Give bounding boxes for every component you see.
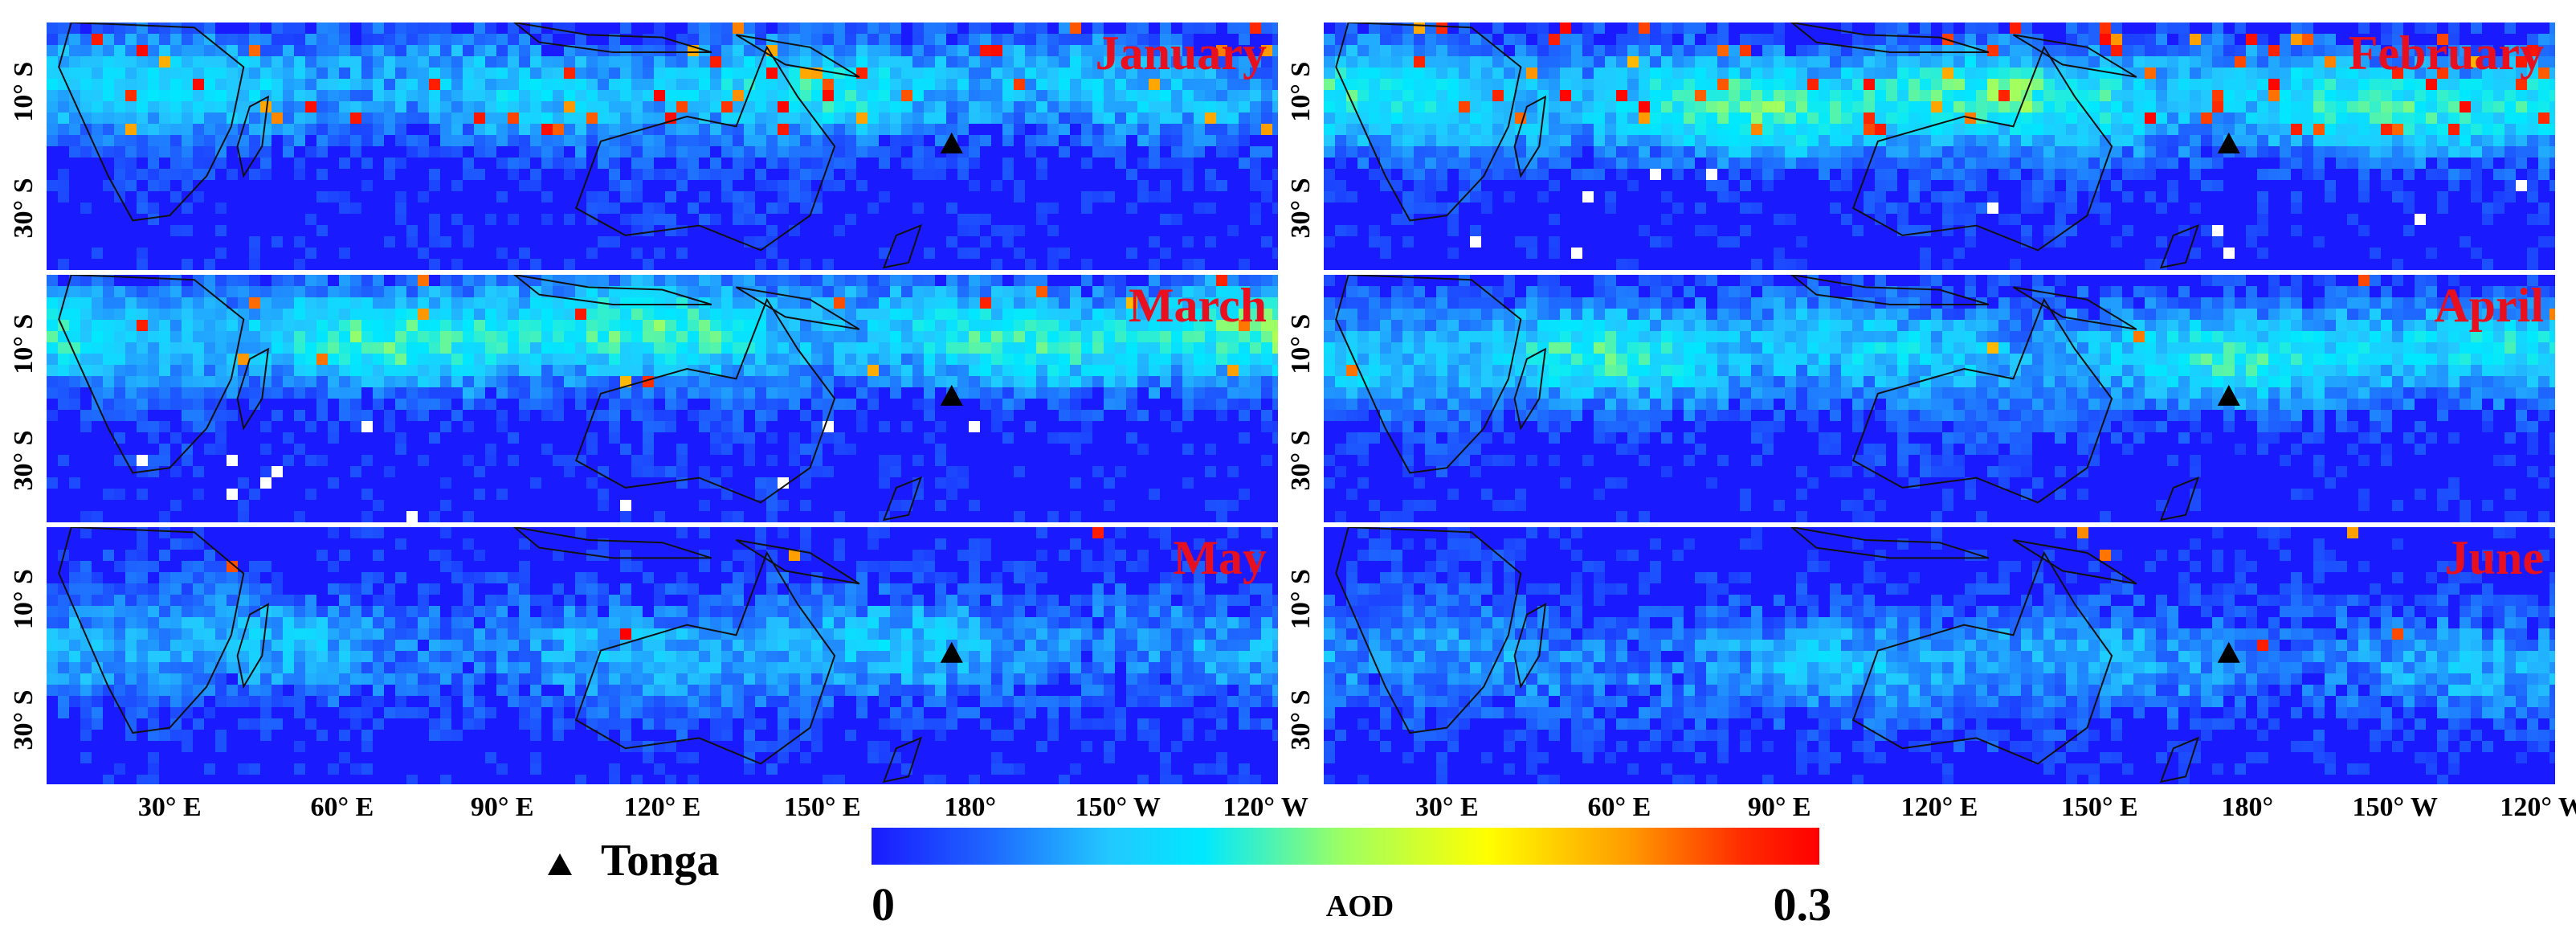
- y-tick-label: 30° S: [9, 178, 39, 238]
- y-tick-label: 10° S: [9, 62, 39, 122]
- x-axis-left: 30° E 60° E 90° E 120° E 150° E 180° 150° W 120…: [138, 792, 1308, 822]
- aod-field: [47, 23, 1278, 270]
- aod-field: [47, 275, 1278, 522]
- coastline-outlines: [58, 275, 923, 522]
- aod-field: [47, 527, 1278, 784]
- aod-field: [1324, 275, 2555, 522]
- tonga-marker-icon: [940, 384, 963, 406]
- month-label: January: [1096, 27, 1267, 80]
- y-tick-label: 30° S: [9, 430, 39, 490]
- tonga-legend: Tonga: [548, 836, 719, 886]
- y-tick-label: 10° S: [9, 569, 39, 629]
- map-panel-may: May 10° S 30° S: [9, 527, 1278, 784]
- x-tick-label: 30° E: [1415, 792, 1479, 822]
- tonga-legend-label: Tonga: [601, 836, 719, 886]
- tonga-marker-icon: [940, 132, 963, 153]
- map-panel-june: June 10° S 30° S: [1286, 527, 2555, 784]
- map-panel-february: February 10° S 30° S: [1286, 23, 2555, 270]
- tonga-triangle-icon: [548, 853, 572, 875]
- map-panel-april: April 10° S 30° S: [1286, 275, 2555, 522]
- month-label: June: [2445, 531, 2544, 584]
- coastline-outlines: [58, 23, 923, 269]
- y-tick-label: 10° S: [1286, 314, 1316, 374]
- coastline-outlines: [58, 527, 923, 783]
- colorbar: 0 AOD 0.3: [872, 828, 1831, 931]
- x-tick-label: 150° W: [1075, 792, 1160, 822]
- coastline-outlines: [1335, 527, 2200, 783]
- x-tick-label: 180°: [944, 792, 996, 822]
- tonga-marker-icon: [2217, 132, 2240, 153]
- x-tick-label: 120° W: [1223, 792, 1308, 822]
- aod-field: [1324, 23, 2555, 270]
- coastline-outlines: [1335, 275, 2200, 522]
- x-tick-label: 120° W: [2500, 792, 2576, 822]
- month-label: March: [1129, 279, 1267, 332]
- x-axis-right: 30° E 60° E 90° E 120° E 150° E 180° 150° W 120…: [1415, 792, 2576, 822]
- x-tick-label: 120° E: [624, 792, 701, 822]
- month-label: February: [2349, 27, 2544, 80]
- x-tick-label: 120° E: [1901, 792, 1978, 822]
- y-tick-label: 30° S: [1286, 430, 1316, 490]
- x-tick-label: 90° E: [471, 792, 534, 822]
- tonga-marker-icon: [2217, 641, 2240, 663]
- y-tick-label: 30° S: [1286, 689, 1316, 750]
- y-tick-label: 10° S: [1286, 569, 1316, 629]
- y-tick-label: 30° S: [1286, 178, 1316, 238]
- y-tick-label: 10° S: [9, 314, 39, 374]
- x-tick-label: 180°: [2221, 792, 2273, 822]
- x-tick-label: 60° E: [311, 792, 374, 822]
- tonga-marker-icon: [940, 641, 963, 663]
- x-tick-label: 90° E: [1748, 792, 1811, 822]
- x-tick-label: 150° E: [784, 792, 861, 822]
- aod-field: [1324, 527, 2555, 784]
- x-tick-label: 30° E: [138, 792, 202, 822]
- y-tick-label: 30° S: [9, 689, 39, 750]
- y-tick-label: 10° S: [1286, 62, 1316, 122]
- colorbar-max-label: 0.3: [1774, 878, 1832, 931]
- colorbar-gradient: [872, 828, 1819, 865]
- month-label: May: [1173, 531, 1267, 584]
- map-panel-january: January 10° S 30° S: [9, 23, 1278, 270]
- month-label: April: [2434, 279, 2544, 332]
- x-tick-label: 150° E: [2061, 792, 2138, 822]
- colorbar-title: AOD: [1326, 890, 1394, 923]
- map-panel-march: March 10° S 30° S: [9, 275, 1278, 522]
- x-tick-label: 150° W: [2352, 792, 2437, 822]
- coastline-outlines: [1335, 23, 2200, 269]
- x-tick-label: 60° E: [1588, 792, 1651, 822]
- tonga-marker-icon: [2217, 384, 2240, 406]
- colorbar-min-label: 0: [872, 878, 895, 931]
